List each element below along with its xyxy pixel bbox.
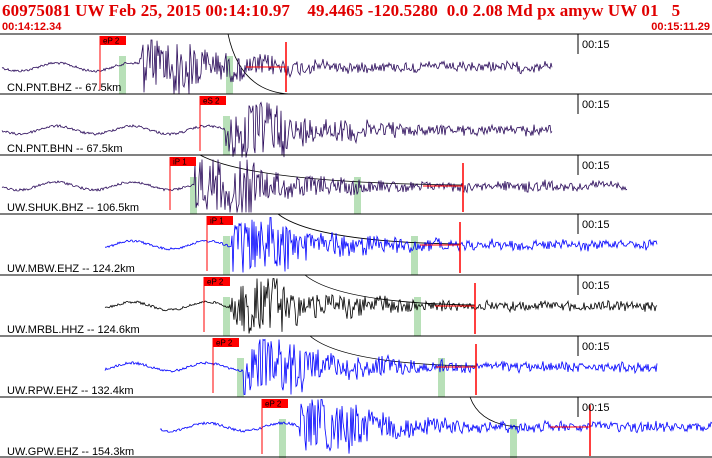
phase-pick-label: eS 2: [203, 97, 220, 106]
station-label: UW.SHUK.BHZ -- 106.5km: [7, 202, 139, 214]
window-marker: [279, 419, 286, 458]
trace-row[interactable]: eP 2 00:15 UW.MRBL.HHZ -- 124.6km: [0, 274, 712, 336]
station-label: UW.MRBL.HHZ -- 124.6km: [7, 324, 140, 336]
waveform: [104, 338, 658, 395]
time-tick-label: 00:15: [582, 219, 610, 231]
phase-pick-box[interactable]: [200, 96, 226, 105]
trace-row[interactable]: eP 2 00:15 CN.PNT.BHZ -- 67.5km: [0, 33, 712, 95]
phase-pick-label: iP 1: [173, 158, 187, 167]
trace-row[interactable]: eP 2 00:15 UW.RPW.EHZ -- 132.4km: [0, 335, 712, 397]
time-tick-label: 00:15: [582, 99, 610, 111]
coda-curve: [227, 33, 291, 95]
waveform: [104, 278, 658, 334]
time-tick-label: 00:15: [582, 402, 610, 414]
time-tick-label: 00:15: [582, 341, 610, 353]
station-label: UW.RPW.EHZ -- 132.4km: [7, 385, 134, 397]
window-marker: [354, 177, 361, 214]
waveform: [1, 159, 628, 213]
waveform: [1, 39, 553, 95]
window-marker: [226, 56, 233, 94]
window-marker: [119, 56, 126, 94]
trace-row[interactable]: eP 2 00:15 UW.GPW.EHZ -- 154.3km: [0, 396, 712, 458]
time-tick-label: 00:15: [582, 160, 610, 172]
trace-row[interactable]: iP 1 00:15 UW.MBW.EHZ -- 124.2km: [0, 213, 712, 275]
phase-pick-label: eP 2: [265, 400, 282, 409]
coda-curve: [199, 154, 464, 186]
window-marker: [223, 236, 230, 275]
phase-pick-box[interactable]: [170, 157, 196, 166]
coda-curve: [304, 274, 476, 306]
window-marker: [237, 358, 244, 397]
waveform: [105, 217, 658, 273]
window-end-time: 00:15:11.29: [651, 21, 710, 33]
phase-pick-label: eP 2: [103, 37, 120, 46]
window-marker: [223, 297, 230, 336]
station-label: UW.MBW.EHZ -- 124.2km: [7, 263, 135, 275]
station-label: CN.PNT.BHN -- 67.5km: [7, 143, 123, 155]
phase-pick-box[interactable]: [262, 399, 288, 408]
window-marker: [223, 116, 230, 155]
window-start-time: 00:14:12.34: [2, 21, 62, 33]
phase-pick-box[interactable]: [100, 36, 126, 45]
phase-pick-label: eP 2: [216, 339, 233, 348]
waveform: [1, 101, 553, 158]
station-label: CN.PNT.BHZ -- 67.5km: [7, 82, 121, 94]
window-marker: [510, 419, 517, 458]
window-marker: [411, 236, 418, 275]
trace-row[interactable]: iP 1 00:15 UW.SHUK.BHZ -- 106.5km: [0, 154, 712, 214]
phase-pick-box[interactable]: [207, 216, 233, 225]
station-label: UW.GPW.EHZ -- 154.3km: [7, 446, 134, 458]
window-marker: [414, 297, 421, 336]
coda-curve: [309, 335, 477, 367]
phase-pick-box[interactable]: [204, 277, 230, 286]
phase-pick-box[interactable]: [213, 338, 239, 347]
time-tick-label: 00:15: [582, 280, 610, 292]
event-header: 60975081 UW Feb 25, 2015 00:14:10.97 49.…: [0, 0, 712, 34]
window-marker: [438, 358, 445, 397]
trace-row[interactable]: eS 2 00:15 CN.PNT.BHN -- 67.5km: [0, 93, 712, 158]
phase-pick-label: iP 1: [210, 217, 224, 226]
event-title: 60975081 UW Feb 25, 2015 00:14:10.97 49.…: [2, 1, 681, 20]
phase-pick-label: eP 2: [207, 278, 224, 287]
time-tick-label: 00:15: [582, 39, 610, 51]
waveform: [159, 399, 712, 454]
window-marker: [190, 177, 197, 214]
